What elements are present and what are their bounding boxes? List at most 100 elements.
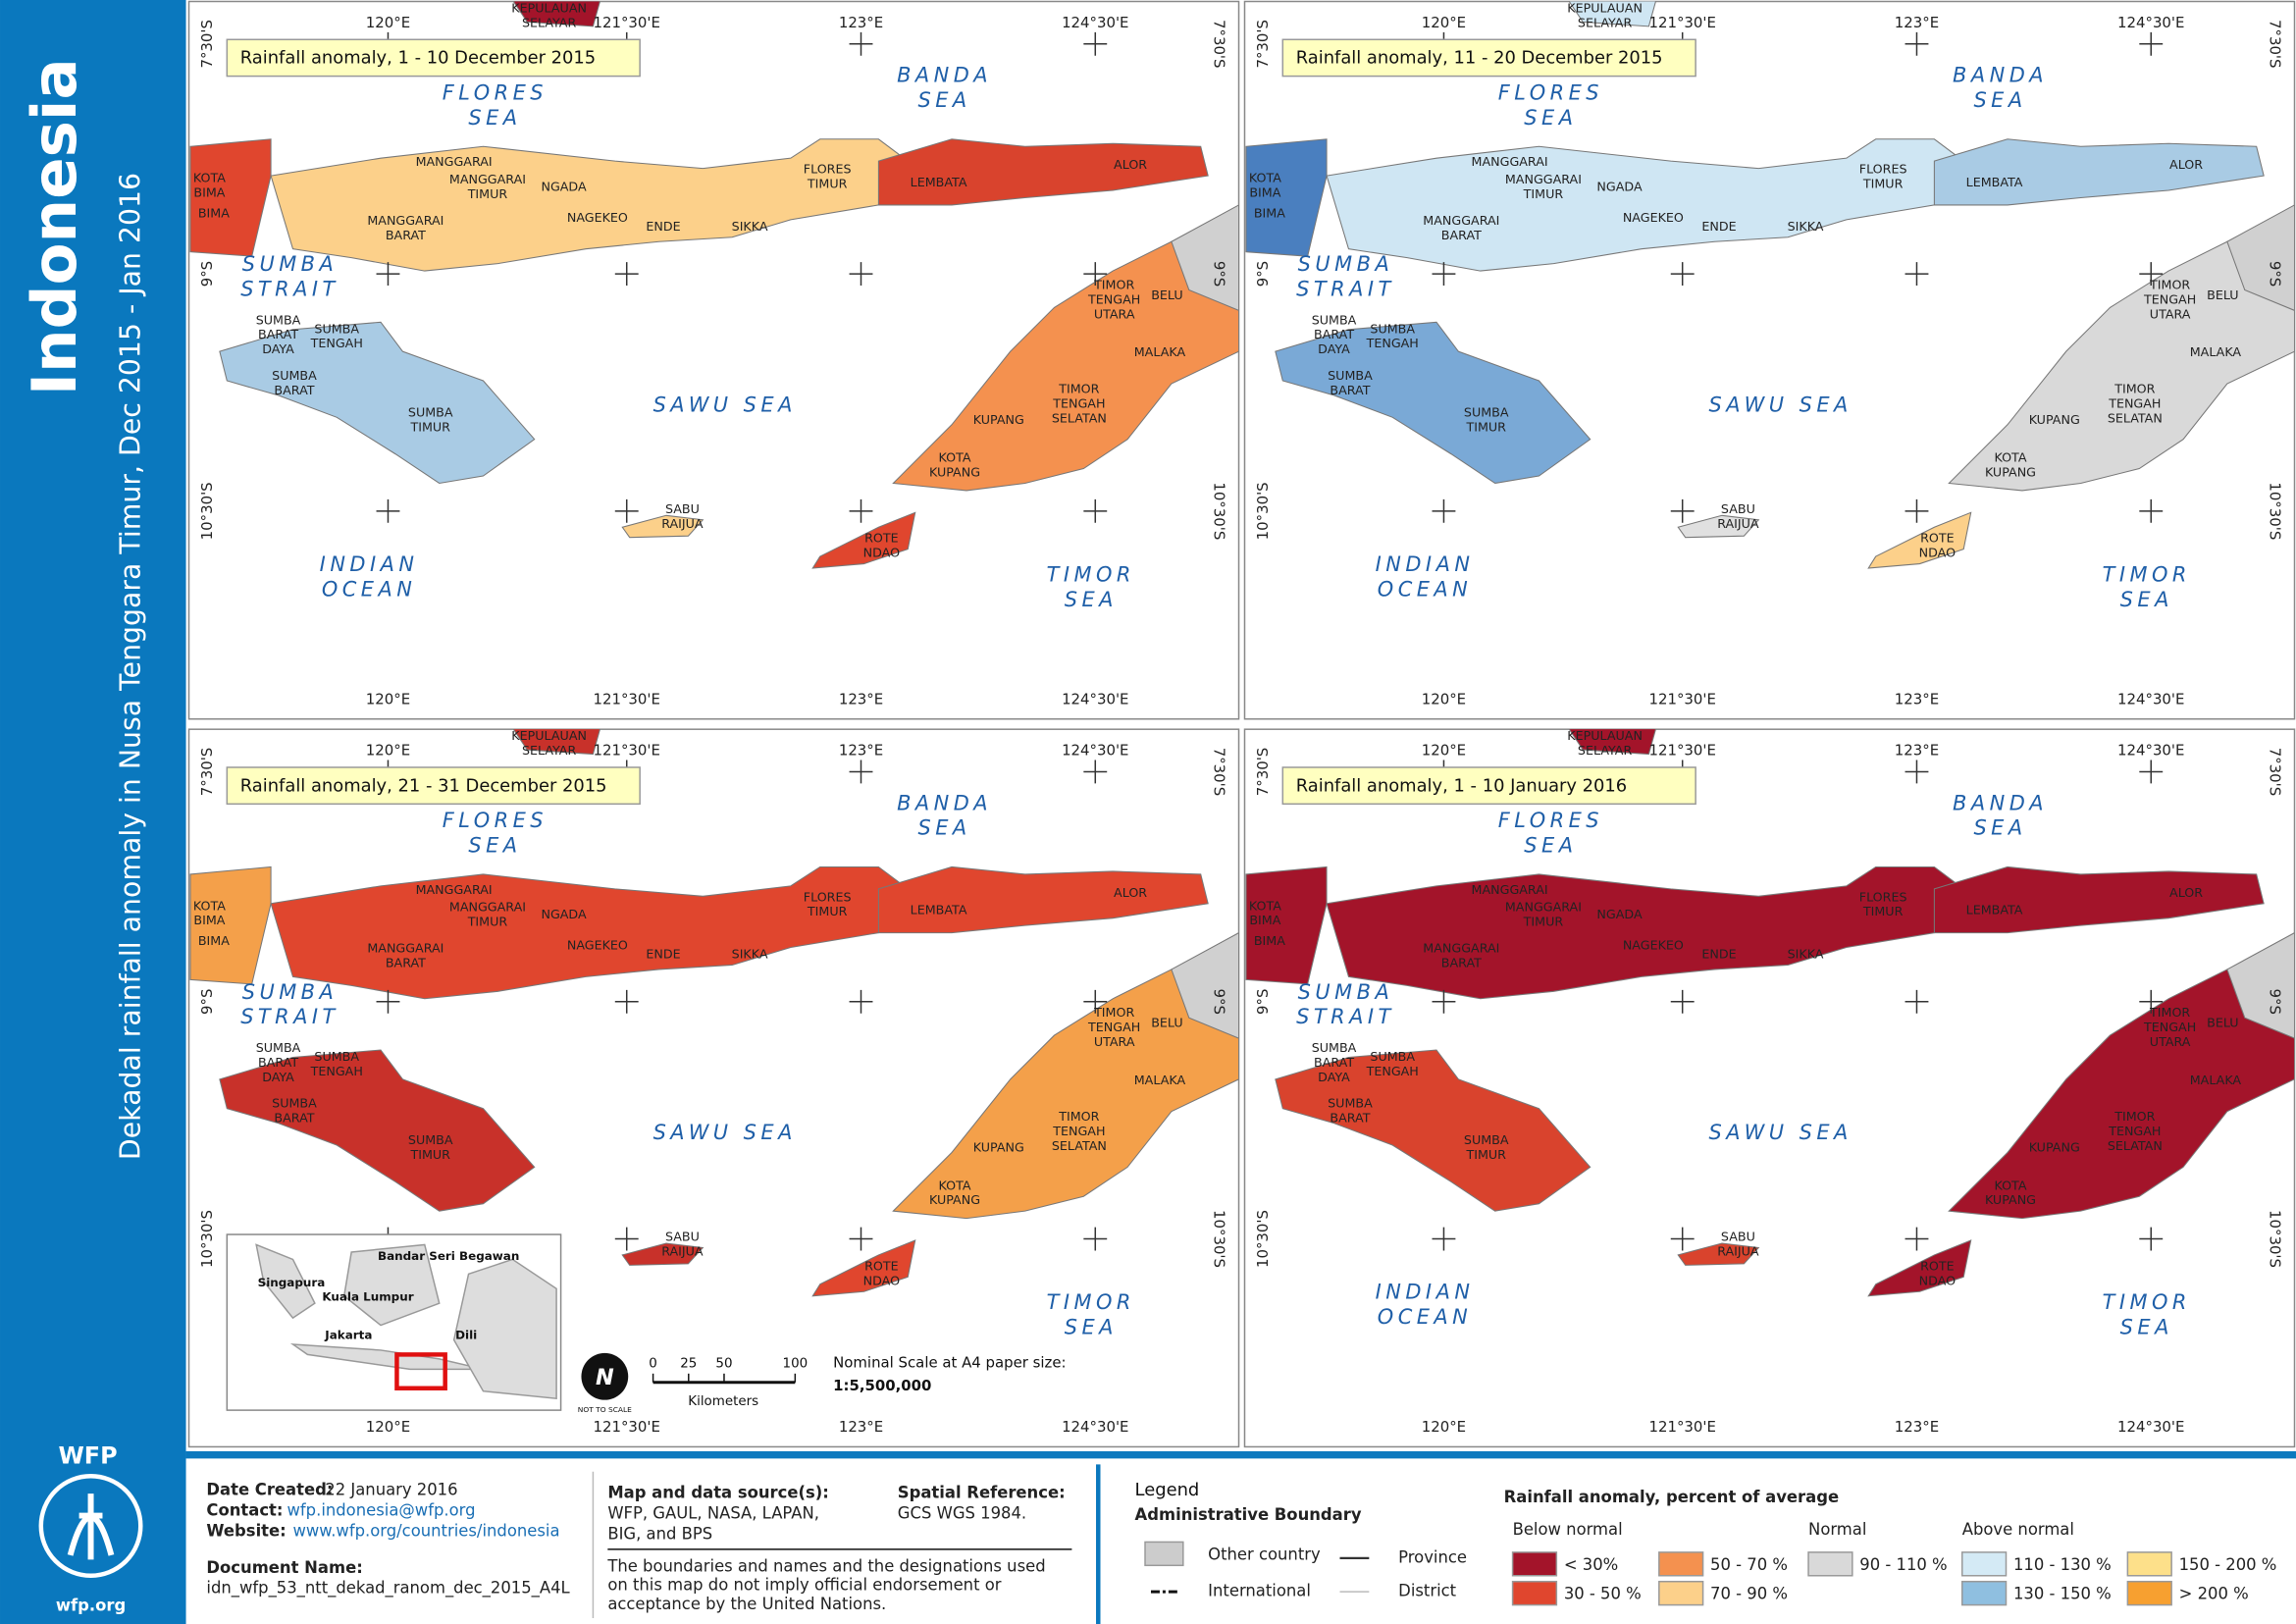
- lon-label: 124°30'E: [1062, 690, 1128, 707]
- map-panel: 120°E 120°E 121°30'E 121°30'E 123°E 123°E 124°…: [187, 0, 1240, 720]
- graticule-cross: [1432, 498, 1456, 523]
- lon-label: 123°E: [1895, 14, 1939, 31]
- legend-swatch: [1511, 1580, 1558, 1606]
- place-label: BIMA: [1249, 913, 1280, 927]
- place-label: NAGEKEO: [1623, 938, 1684, 953]
- graticule-cross: [1905, 262, 1929, 287]
- lat-label: 7°30'S: [1254, 20, 1272, 68]
- graticule-cross: [849, 1227, 873, 1251]
- graticule-cross: [1432, 1227, 1456, 1251]
- place-label: TIMUR: [467, 186, 508, 201]
- graticule-cross: [1083, 989, 1108, 1014]
- place-label: SIKKA: [732, 219, 768, 234]
- lon-label: 121°30'E: [1649, 742, 1716, 760]
- place-label: LEMBATA: [1966, 175, 2023, 189]
- logo-site: wfp.org: [56, 1597, 126, 1615]
- graticule-cross: [1083, 31, 1108, 56]
- inset-label: Jakarta: [324, 1329, 372, 1342]
- graticule-cross: [614, 262, 639, 287]
- place-label: BARAT: [258, 1055, 298, 1070]
- graticule-cross: [1670, 262, 1695, 287]
- place-label: TIMOR: [1093, 1005, 1134, 1020]
- place-label: ENDE: [1701, 219, 1736, 234]
- graticule-cross: [1083, 498, 1108, 523]
- lat-label: 10°30'S: [1254, 1210, 1272, 1268]
- footer-label: Document Name:: [206, 1558, 362, 1577]
- graticule-cross: [614, 1227, 639, 1251]
- place-label: TIMOR: [2149, 1005, 2190, 1020]
- legend-item: Other country: [1208, 1545, 1321, 1563]
- inset-label: Dili: [455, 1329, 477, 1342]
- sea-label: SEA: [1524, 834, 1577, 858]
- island: [877, 138, 1209, 206]
- place-label: MANGGARAI: [1472, 154, 1548, 169]
- graticule-cross: [614, 989, 639, 1014]
- place-label: BARAT: [258, 327, 298, 341]
- place-label: TIMOR: [1093, 278, 1134, 292]
- lat-label: 7°30'S: [198, 748, 216, 796]
- lat-label: 9°S: [198, 989, 216, 1015]
- place-label: NDAO: [863, 546, 900, 560]
- footer-label: Spatial Reference:: [898, 1484, 1066, 1502]
- place-label: TENGAH: [2108, 1124, 2161, 1138]
- footer-value: BIG, and BPS: [607, 1524, 712, 1543]
- panel-title-box: [226, 766, 641, 806]
- graticule-cross: [1083, 1227, 1108, 1251]
- graticule-cross: [376, 498, 400, 523]
- island: [1948, 219, 2295, 492]
- place-label: MANGGARAI: [1505, 172, 1582, 186]
- legend-class: 110 - 130 %: [2013, 1555, 2112, 1574]
- place-label: TIMUR: [807, 177, 848, 191]
- island: [811, 511, 916, 569]
- place-label: FLORES: [1859, 162, 1907, 177]
- place-label: NGADA: [541, 907, 587, 921]
- place-label: TENGAH: [1052, 1124, 1105, 1138]
- legend-class: 70 - 90 %: [1710, 1585, 1788, 1603]
- place-label: MALAKA: [1134, 1073, 1186, 1087]
- graticule-cross: [2139, 760, 2164, 784]
- place-label: KUPANG: [1985, 1192, 2036, 1207]
- footer-label: Date Created:: [206, 1481, 333, 1499]
- place-label: TENGAH: [310, 1064, 363, 1078]
- place-label: KUPANG: [929, 1192, 980, 1207]
- sea-label: SEA: [468, 106, 521, 130]
- sea-label: SEA: [1973, 816, 2026, 840]
- legend-swatch: [1658, 1551, 1704, 1577]
- place-label: KUPANG: [973, 412, 1024, 427]
- graticule-cross: [849, 989, 873, 1014]
- sea-label: SUMBA: [1298, 252, 1394, 276]
- lat-label: 9°S: [1211, 261, 1228, 287]
- place-label: TIMUR: [1523, 915, 1564, 929]
- footer-value: 22 January 2016: [325, 1481, 457, 1499]
- place-label: TENGAH: [1087, 291, 1140, 306]
- place-label: TENGAH: [1087, 1020, 1140, 1034]
- place-label: ROTE: [1920, 531, 1955, 546]
- lat-label: 9°S: [1254, 989, 1272, 1015]
- lon-label: 123°E: [839, 742, 883, 760]
- place-label: SUMBA: [408, 1132, 453, 1147]
- north-letter: N: [596, 1365, 614, 1390]
- island: [189, 138, 272, 257]
- place-label: KOTA: [1249, 898, 1281, 913]
- lon-label: 120°E: [366, 690, 410, 707]
- place-label: KEPULAUAN: [511, 728, 587, 743]
- place-label: FLORES: [804, 889, 852, 904]
- place-label: SELATAN: [1052, 1138, 1107, 1153]
- place-label: SUMBA: [1312, 312, 1357, 327]
- place-label: TENGAH: [1366, 1064, 1419, 1078]
- legend-swatch: [2126, 1580, 2172, 1606]
- island: [1677, 514, 1760, 539]
- place-label: MALAKA: [2190, 344, 2242, 359]
- lat-label: 10°30'S: [2267, 1210, 2284, 1268]
- scale-ratio: 1:5,500,000: [833, 1377, 931, 1394]
- place-label: BARAT: [274, 1111, 314, 1126]
- graticule-cross: [1905, 760, 1929, 784]
- graticule-cross: [1670, 498, 1695, 523]
- footer-value: idn_wfp_53_ntt_dekad_ranom_dec_2015_A4L: [206, 1579, 570, 1598]
- scale-tick-label: 100: [783, 1356, 809, 1371]
- sea-label: INDIAN: [1376, 552, 1475, 576]
- sea-label: OCEAN: [1378, 577, 1472, 601]
- place-label: KEPULAUAN: [1567, 728, 1643, 743]
- place-label: SUMBA: [1464, 1132, 1509, 1147]
